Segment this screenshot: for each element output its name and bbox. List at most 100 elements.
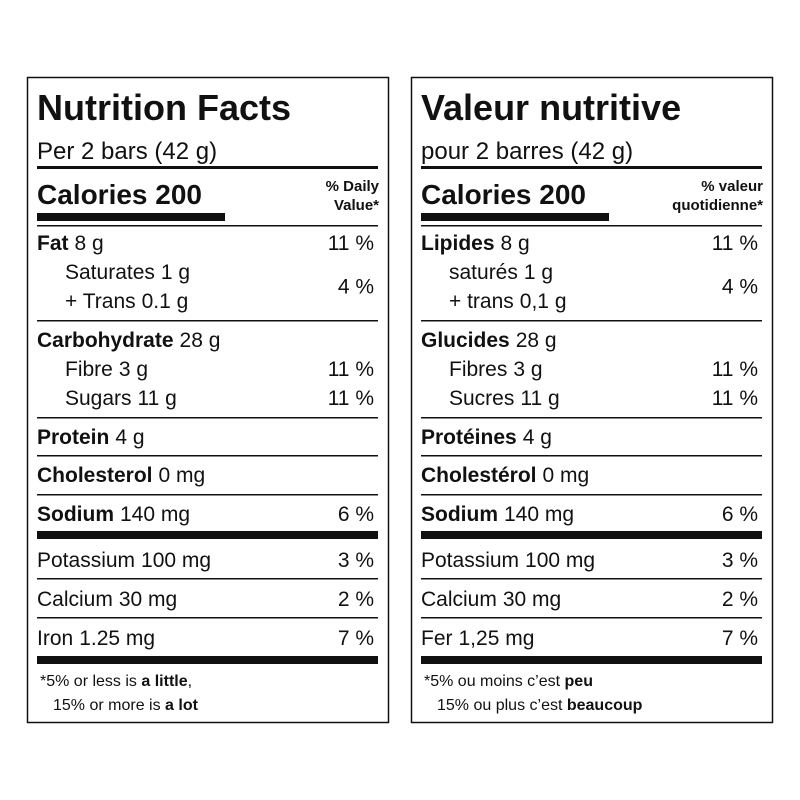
daily-value: 11 % <box>712 358 758 381</box>
daily-value: 2 % <box>722 588 758 611</box>
nutrient-amount: 4 g <box>115 426 144 449</box>
nutrient-name: Sodium <box>37 503 114 526</box>
footnote: 15% ou plus c’est beaucoup <box>437 697 643 714</box>
rule <box>421 578 762 580</box>
nutrient-name: saturés <box>449 261 518 284</box>
nutrient-name: Cholestérol <box>421 464 537 487</box>
daily-value: 11 % <box>328 387 374 410</box>
footnote-part: beaucoup <box>567 697 643 714</box>
nutrient-amount: 100 mg <box>141 549 211 572</box>
rule-thick <box>37 531 378 539</box>
serving-size: Per 2 bars (42 g) <box>37 138 217 165</box>
nutrient-row: Glucides 28 g <box>421 329 557 352</box>
nutrient-name: Sucres <box>449 387 514 410</box>
footnote-part: *5% or less is <box>40 673 141 690</box>
daily-value: 6 % <box>338 503 374 526</box>
nutrient-name: Fibres <box>449 358 507 381</box>
nutrient-row: Sodium 140 mg <box>37 503 190 526</box>
footnote: *5% ou moins c’est peu <box>424 673 593 690</box>
nutrient-amount: 4 g <box>523 426 552 449</box>
daily-value: 7 % <box>338 627 374 650</box>
nutrient-name: Protéines <box>421 426 517 449</box>
nutrient-row: Sucres 11 g <box>449 387 560 410</box>
nutrient-row: Potassium 100 mg <box>421 549 595 572</box>
nutrient-amount: 30 mg <box>503 588 561 611</box>
footnote-part: *5% ou moins c’est <box>424 673 565 690</box>
nutrient-amount: 0,1 g <box>520 290 567 313</box>
nutrient-row: Calcium 30 mg <box>37 588 177 611</box>
daily-value: 3 % <box>722 549 758 572</box>
panel-border <box>26 76 390 724</box>
daily-value: 4 % <box>338 276 374 299</box>
nutrient-row: Lipides 8 g <box>421 232 530 255</box>
nutrient-amount: 0 mg <box>543 464 590 487</box>
nutrient-name: Fat <box>37 232 69 255</box>
rule <box>37 617 378 619</box>
daily-value: 11 % <box>328 232 374 255</box>
nutrient-name: Iron <box>37 627 73 650</box>
nutrient-name: Fer <box>421 627 453 650</box>
nutrient-amount: 11 g <box>520 387 559 410</box>
daily-value: 11 % <box>712 232 758 255</box>
footnote-part: a lot <box>165 697 199 714</box>
nutrient-row: Fat 8 g <box>37 232 104 255</box>
nutrient-row: Fibre 3 g <box>65 358 148 381</box>
daily-value: 3 % <box>338 549 374 572</box>
calories: Calories 200 <box>421 179 586 210</box>
rule-thick <box>421 166 762 169</box>
nutrient-row: + trans 0,1 g <box>449 290 567 313</box>
footnote-part: 15% or more is <box>53 697 165 714</box>
panel-title: Valeur nutritive <box>421 87 681 128</box>
dv-header: % valeur <box>701 178 763 195</box>
nutrient-amount: 3 g <box>513 358 542 381</box>
nutrient-amount: 8 g <box>75 232 104 255</box>
nutrient-amount: 1.25 mg <box>79 627 155 650</box>
daily-value: 11 % <box>712 387 758 410</box>
rule <box>37 417 378 419</box>
nutrient-amount: 28 g <box>180 329 221 352</box>
nutrient-name: Potassium <box>421 549 519 572</box>
nutrient-amount: 100 mg <box>525 549 595 572</box>
nutrient-amount: 8 g <box>501 232 530 255</box>
rule <box>421 417 762 419</box>
serving-size: pour 2 barres (42 g) <box>421 138 633 165</box>
nutrient-amount: 0 mg <box>159 464 206 487</box>
nutrient-row: Cholestérol 0 mg <box>421 464 589 487</box>
rule <box>421 455 762 457</box>
nutrient-name: Protein <box>37 426 109 449</box>
nutrient-row: Sugars 11 g <box>65 387 177 410</box>
rule-thick <box>37 166 378 169</box>
daily-value: 2 % <box>338 588 374 611</box>
nutrient-row: Cholesterol 0 mg <box>37 464 205 487</box>
dv-header: quotidienne* <box>672 197 763 214</box>
dv-header: Value* <box>334 197 379 214</box>
rule <box>421 617 762 619</box>
nutrient-name: Glucides <box>421 329 510 352</box>
rule <box>421 320 762 322</box>
rule <box>37 578 378 580</box>
footnote-part: peu <box>565 673 593 690</box>
nutrient-name: Sugars <box>65 387 132 410</box>
dv-header: % Daily <box>326 178 380 195</box>
nutrient-name: Calcium <box>37 588 113 611</box>
nutrient-row: Calcium 30 mg <box>421 588 561 611</box>
nutrient-amount: 11 g <box>138 387 177 410</box>
calories-underline <box>37 213 225 221</box>
nutrient-row: Protéines 4 g <box>421 426 552 449</box>
calories: Calories 200 <box>37 179 202 210</box>
nutrient-name: Potassium <box>37 549 135 572</box>
rule <box>37 455 378 457</box>
rule-thick <box>421 531 762 539</box>
nutrient-row: Sodium 140 mg <box>421 503 574 526</box>
panel-title: Nutrition Facts <box>37 87 291 128</box>
daily-value: 11 % <box>328 358 374 381</box>
nutrient-row: + Trans 0.1 g <box>65 290 188 313</box>
calories-underline <box>421 213 609 221</box>
nutrient-row: Iron 1.25 mg <box>37 627 155 650</box>
rule-thick <box>421 656 762 664</box>
nutrient-row: Carbohydrate 28 g <box>37 329 220 352</box>
panel-border <box>410 76 774 724</box>
nutrient-name: Saturates <box>65 261 155 284</box>
nutrient-amount: 0.1 g <box>142 290 189 313</box>
rule-thick <box>37 656 378 664</box>
